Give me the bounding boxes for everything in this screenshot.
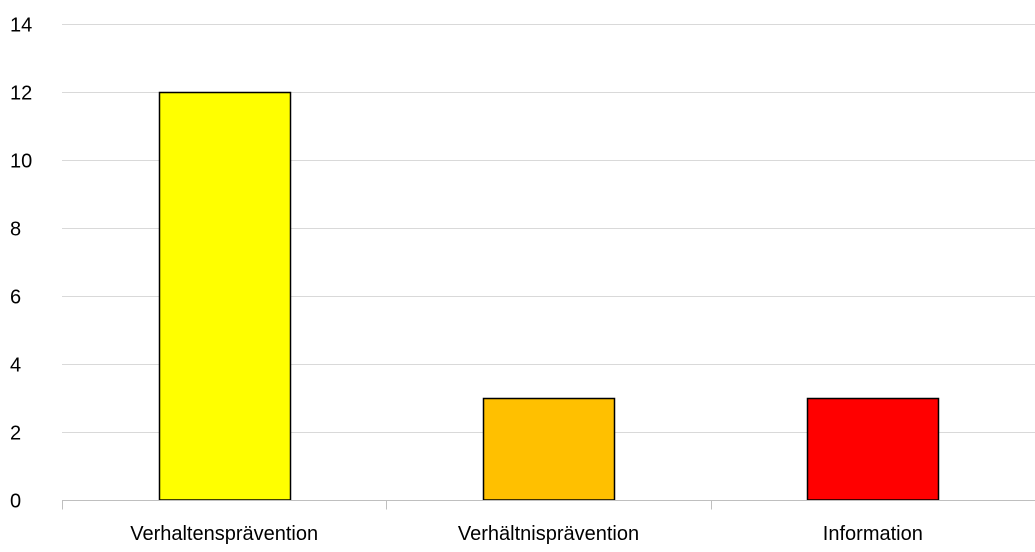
y-axis-tick-labels: 0 2 4 6 8 10 12 14 — [10, 15, 32, 513]
y-tick-label: 0 — [10, 491, 21, 513]
y-tick-label: 4 — [10, 355, 21, 377]
bar-verhältnisprävention — [482, 397, 616, 501]
y-tick-label: 14 — [10, 15, 32, 37]
x-axis — [62, 500, 1035, 510]
bar-information — [806, 397, 940, 501]
x-tick-label: Verhaltensprävention — [130, 523, 318, 545]
y-tick-label: 10 — [10, 151, 32, 173]
bar-verhaltensprävention — [158, 91, 292, 501]
y-tick-label: 8 — [10, 219, 21, 241]
y-tick-label: 6 — [10, 287, 21, 309]
x-tick-label: Verhältnisprävention — [458, 523, 639, 545]
y-tick-label: 2 — [10, 423, 21, 445]
x-axis-tick-labels: Verhaltensprävention Verhältnisprävention… — [130, 523, 923, 545]
x-tick-label: Information — [823, 523, 923, 545]
y-tick-label: 12 — [10, 83, 32, 105]
